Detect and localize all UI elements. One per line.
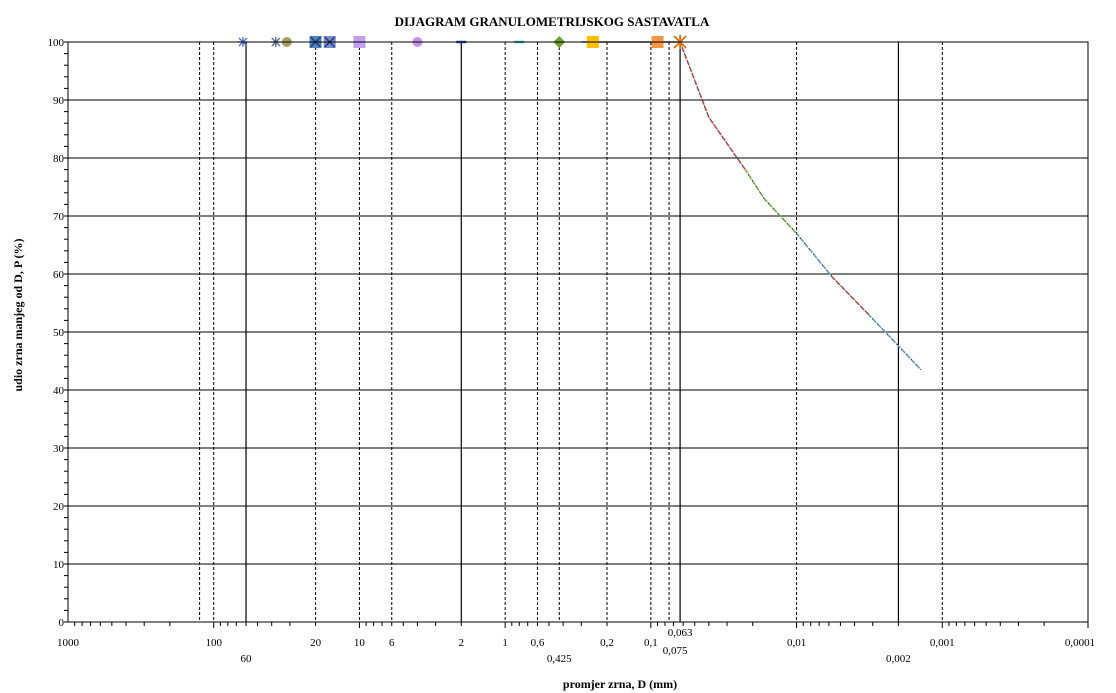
x-tick-label: 0,1 [644, 637, 658, 649]
x-tick-label: 10 [354, 637, 366, 649]
chart-title: DIJAGRAM GRANULOMETRIJSKOG SASTAVATLA [395, 14, 710, 29]
x-axis-ticks: 1000 100 60 20 10 6 2 1 0,60,425 0,2 0,1 0,075 0,063… [57, 622, 1095, 665]
y-axis-ticks: 0 10 20 30 40 50 60 70 80 90 100 [48, 37, 68, 629]
x-tick-label: 60 [241, 653, 253, 665]
series-line [795, 232, 833, 278]
x-tick-label: 100 [205, 637, 222, 649]
y-tick-label: 60 [53, 269, 65, 281]
x-tick-label: 0,01 [787, 637, 806, 649]
series-line-overlay [831, 276, 870, 315]
x-tick-label: 0,001 [930, 637, 955, 649]
y-tick-label: 50 [53, 327, 65, 339]
series-line [831, 276, 870, 316]
x-tick-label: 6 [389, 637, 395, 649]
y-tick-label: 80 [53, 153, 65, 165]
x-tick-label: 0,002 [886, 653, 911, 665]
series-line-overlay [679, 41, 746, 170]
series-line [744, 169, 798, 234]
y-tick-label: 10 [53, 559, 65, 571]
y-tick-label: 30 [53, 443, 65, 455]
x-tick-label: 1000 [57, 637, 80, 649]
series-group [581, 41, 922, 371]
grid [68, 41, 1088, 623]
y-tick-label: 70 [53, 211, 65, 223]
series-line [679, 41, 746, 171]
y-tick-label: 90 [53, 95, 65, 107]
series-line [868, 314, 922, 371]
series-line-overlay [868, 314, 922, 371]
y-tick-label: 0 [59, 617, 65, 629]
x-tick-label: 0,075 [663, 645, 688, 657]
x-tick-label: 0,0001 [1065, 637, 1095, 649]
sieve-lines [199, 42, 943, 622]
y-axis-label: udio zrna manjeg od D, P (%) [11, 238, 25, 391]
x-tick-label: 0,2 [600, 637, 614, 649]
x-tick-label: 20 [310, 637, 322, 649]
x-axis-label: promjer zrna, D (mm) [563, 677, 677, 691]
series-line-overlay [744, 169, 797, 234]
x-tick-label: 1 [502, 637, 508, 649]
x-tick-label: 2 [459, 637, 465, 649]
plot-frame [67, 41, 1089, 623]
x-tick-label: 0,425 [547, 653, 572, 665]
y-tick-label: 40 [53, 385, 65, 397]
y-tick-label: 20 [53, 501, 65, 513]
x-tick-label: 0,6 [531, 637, 545, 649]
y-tick-label: 100 [48, 37, 65, 49]
x-tick-label: 0,063 [668, 627, 693, 639]
